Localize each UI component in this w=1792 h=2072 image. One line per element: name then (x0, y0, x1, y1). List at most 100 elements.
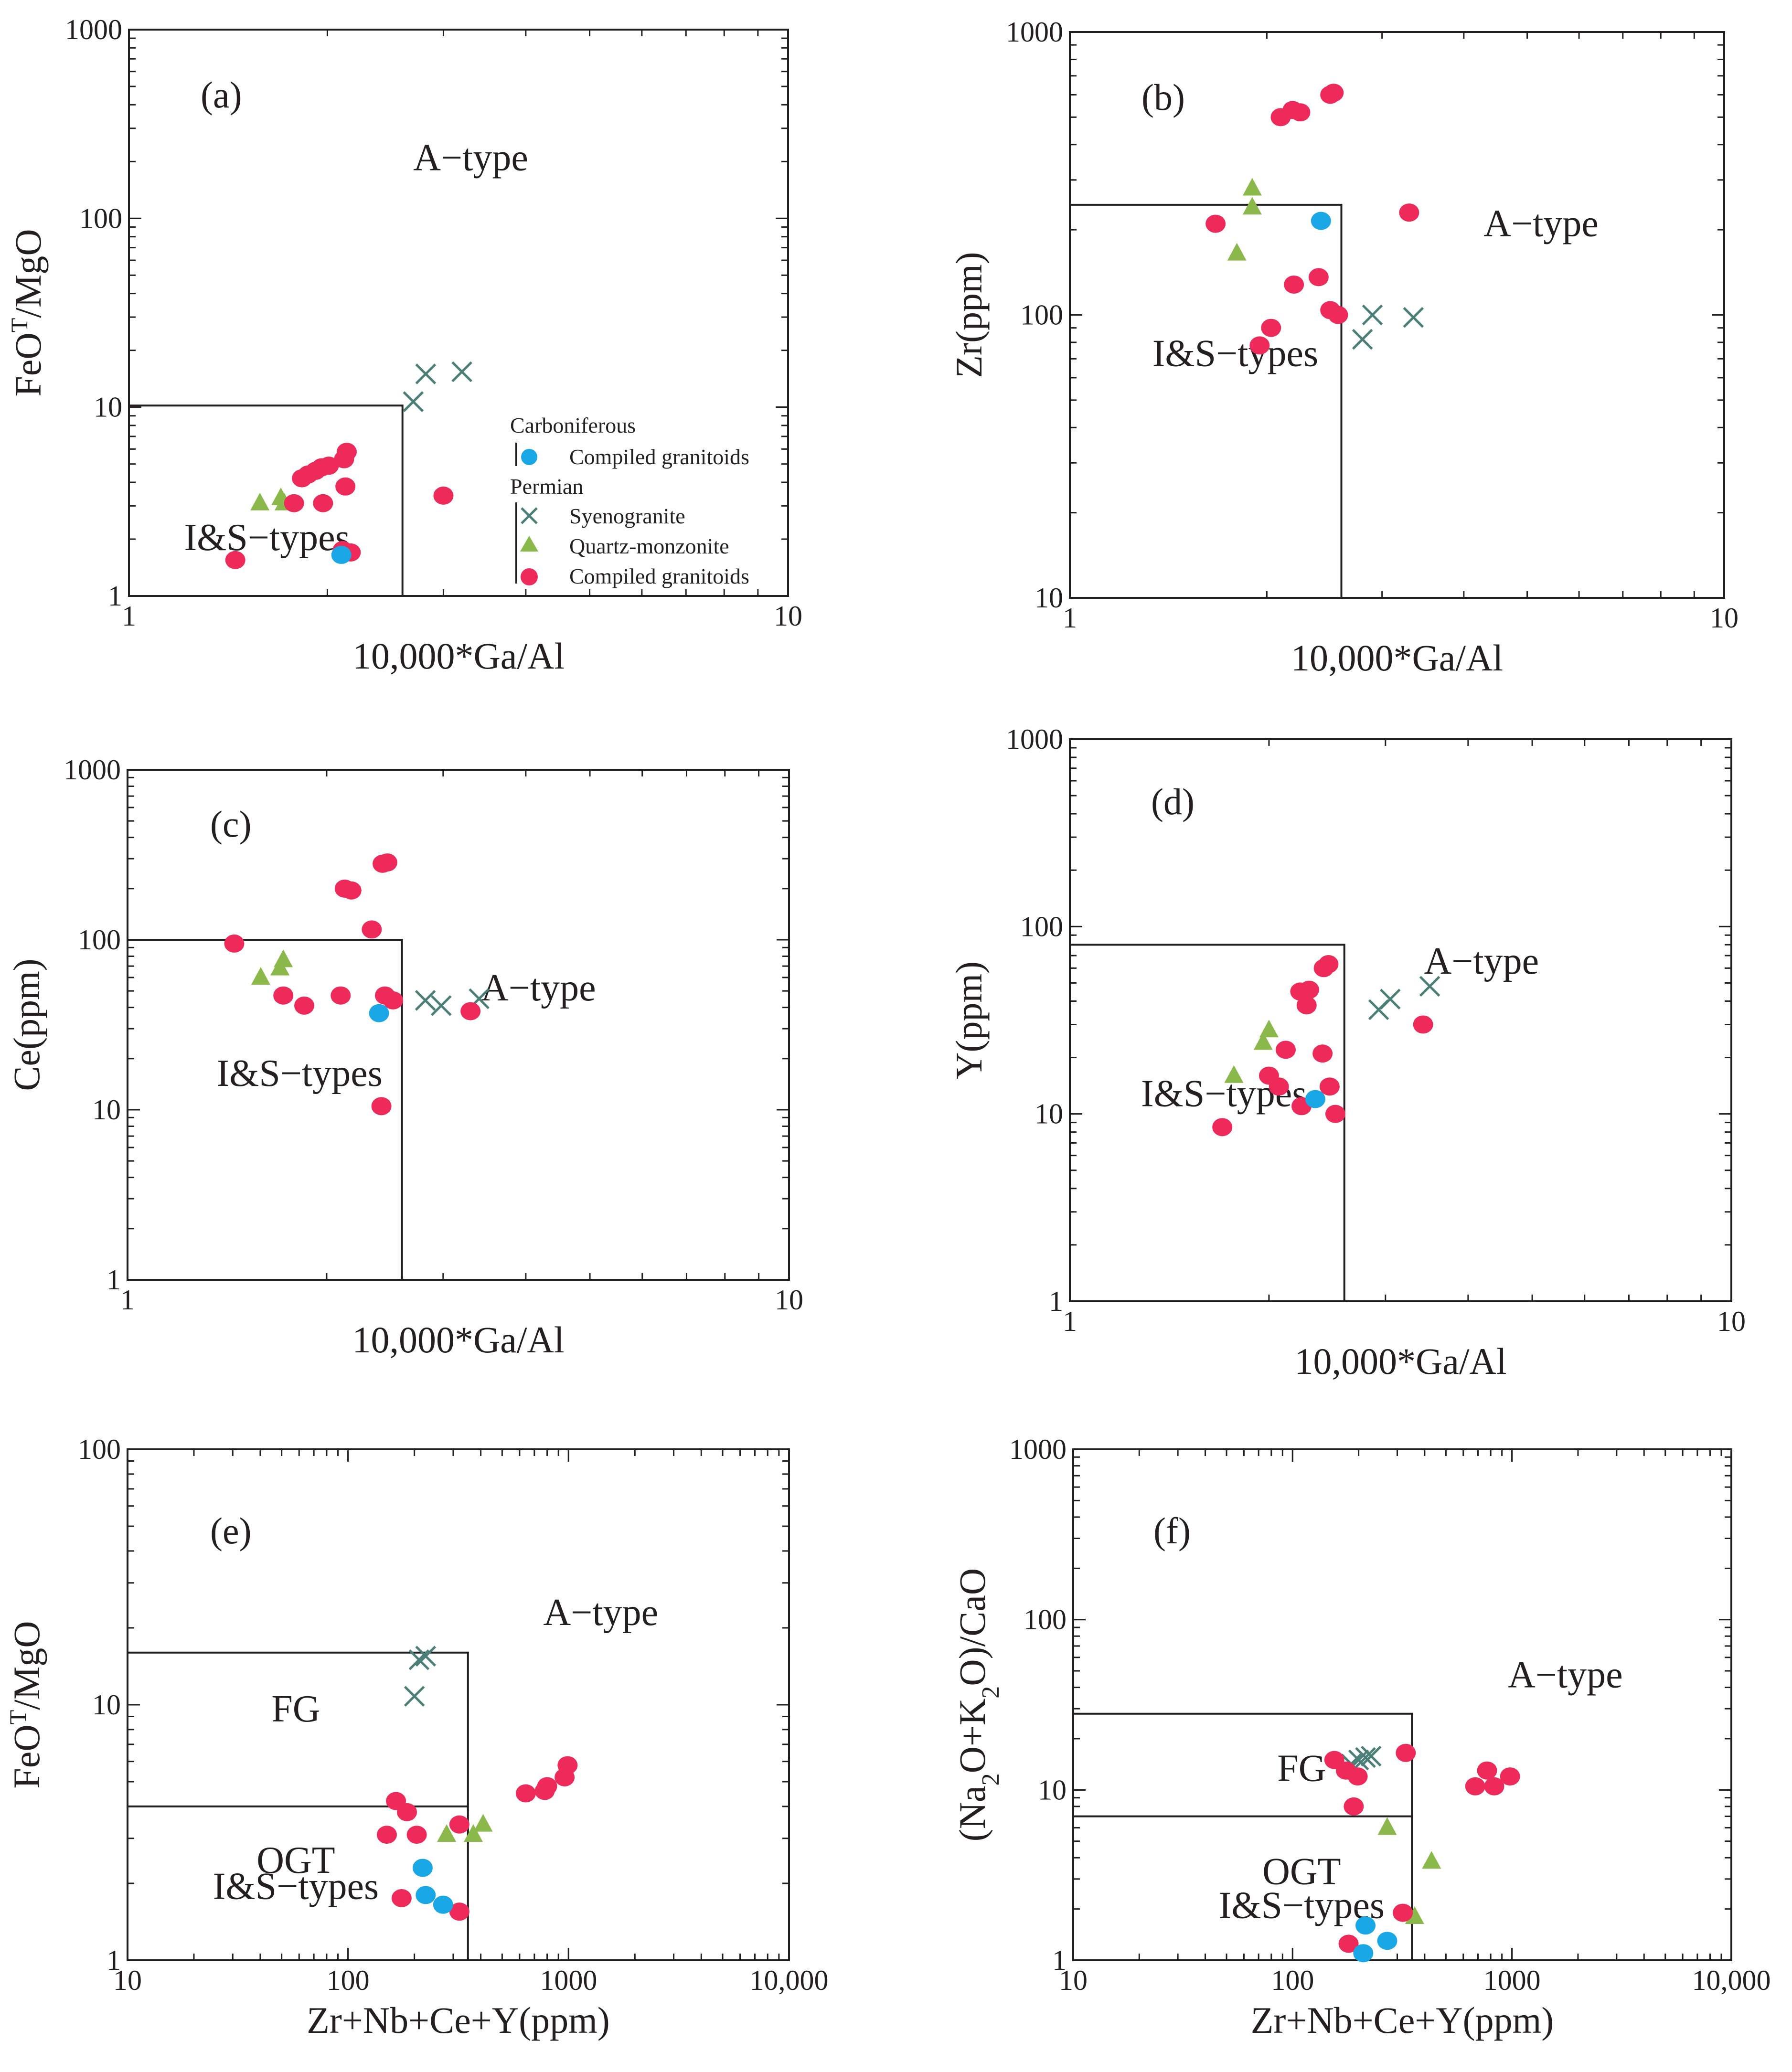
axis-ticks-b (1069, 31, 1725, 599)
y-tick-label-b: 10 (1035, 582, 1063, 614)
series-carboniferous-compiled-granitoids-e (412, 1859, 453, 1914)
legend-label-syenogranite: Syenogranite (569, 504, 685, 528)
y-tick-label-d: 10 (1035, 1098, 1063, 1130)
point-permian-compiled-granitoids (449, 1815, 469, 1834)
x-tick-label-f: 10,000 (1692, 1965, 1771, 1996)
field-label-i-s-types-f: I&S−types (1219, 1885, 1385, 1927)
point-permian-compiled-granitoids (1299, 980, 1319, 999)
point-permian-compiled-granitoids (331, 986, 351, 1005)
legend-label-quartz-monzonite: Quartz-monzonite (569, 534, 729, 558)
point-quartz-monzonite (437, 1824, 457, 1842)
field-boundary-f-0 (1073, 1712, 1413, 1960)
point-syenogranite (1355, 1747, 1376, 1768)
point-permian-compiled-granitoids (336, 443, 357, 461)
point-carboniferous-compiled-granitoids (331, 546, 352, 564)
point-permian-compiled-granitoids (1261, 319, 1281, 337)
point-permian-compiled-granitoids (1393, 1903, 1413, 1922)
point-permian-compiled-granitoids (1269, 1077, 1289, 1096)
x-tick-label-a: 10 (774, 600, 802, 632)
x-tick-label-c: 10 (775, 1284, 803, 1316)
y-tick-label-c: 10 (92, 1094, 121, 1126)
x-tick-label-f: 1000 (1483, 1965, 1541, 1996)
y-tick-label-a: 1000 (65, 14, 122, 45)
legend: Carboniferous Compiled granitoids Permia… (510, 413, 749, 588)
y-tick-label-a: 10 (94, 392, 122, 423)
field-label-i-s-types-e: I&S−types (213, 1865, 379, 1907)
axis-ticks-f (1072, 1448, 1732, 1961)
point-permian-compiled-granitoids (1275, 1041, 1296, 1059)
point-permian-compiled-granitoids (377, 853, 397, 872)
point-permian-compiled-granitoids (284, 494, 304, 512)
point-quartz-monzonite (1227, 243, 1247, 261)
x-tick-label-f: 100 (1271, 1965, 1314, 1996)
point-syenogranite (1403, 307, 1424, 328)
series-permian-compiled-granitoids-b (1205, 84, 1419, 355)
panels: 1 10110100100010,000*Ga/AlFeOT/MgO(a)A−ty… (4, 14, 1771, 2041)
point-permian-compiled-granitoids (397, 1803, 417, 1821)
point-quartz-monzonite (1242, 197, 1262, 215)
field-label-a-type-e: A−type (543, 1592, 658, 1634)
series-carboniferous-compiled-granitoids-d (1305, 1090, 1325, 1108)
x-tick-label-c: 1 (120, 1284, 135, 1316)
point-permian-compiled-granitoids (1212, 1118, 1233, 1137)
x-tick-label-e: 10,000 (750, 1965, 829, 1996)
y-tick-label-b: 100 (1020, 299, 1063, 331)
point-quartz-monzonite (274, 949, 293, 967)
point-permian-compiled-granitoids (449, 1902, 469, 1921)
y-tick-label-e: 1 (107, 1944, 121, 1976)
x-axis-title-e: Zr+Nb+Ce+Y(ppm) (307, 1999, 610, 2041)
point-quartz-monzonite (250, 492, 270, 510)
x-tick-label-b: 10 (1710, 602, 1739, 634)
chart-panel-f: 10 100 1000 10,0001101001000Zr+Nb+Ce+Y(ppm)… (951, 1434, 1771, 2041)
panel-label-a: (a) (201, 74, 242, 116)
point-syenogranite (408, 1649, 430, 1670)
point-permian-compiled-granitoids (391, 1889, 412, 1907)
y-axis-title-d: Y(ppm) (948, 961, 990, 1079)
point-permian-compiled-granitoids (273, 986, 294, 1005)
y-tick-label-f: 10 (1038, 1774, 1067, 1806)
point-quartz-monzonite (1405, 1906, 1424, 1924)
point-permian-compiled-granitoids (1477, 1761, 1497, 1780)
point-carboniferous-compiled-granitoids (1355, 1916, 1376, 1935)
series-quartz-monzonite-b (1227, 178, 1262, 261)
x-tick-label-e: 10 (113, 1965, 142, 1996)
x-tick-label-b: 1 (1063, 602, 1077, 634)
field-label-fg-f: FG (1277, 1747, 1326, 1789)
point-permian-compiled-granitoids (537, 1777, 557, 1796)
field-label-i-s-types-c: I&S−types (217, 1052, 383, 1094)
field-boundary-a-0 (129, 404, 404, 596)
point-permian-compiled-granitoids (1308, 268, 1329, 287)
axis-ticks-e (127, 1448, 790, 1961)
series-quartz-monzonite-f (1377, 1817, 1441, 1924)
point-permian-compiled-granitoids (433, 486, 454, 505)
point-syenogranite (415, 363, 437, 384)
field-label-a-type-f: A−type (1508, 1654, 1623, 1696)
axis-ticks-d (1069, 738, 1732, 1302)
x-axis-title-a: 10,000*Ga/Al (352, 635, 565, 677)
point-permian-compiled-granitoids (515, 1784, 536, 1803)
point-carboniferous-compiled-granitoids (1353, 1944, 1374, 1963)
point-permian-compiled-granitoids (1413, 1015, 1433, 1034)
legend-symbol-quartz-monzonite (520, 536, 538, 552)
legend-heading-carboniferous: Carboniferous (510, 413, 636, 437)
series-permian-compiled-granitoids-c (224, 853, 481, 1116)
series-permian-compiled-granitoids-f (1324, 1743, 1520, 1953)
point-carboniferous-compiled-granitoids (412, 1859, 433, 1877)
y-tick-label-f: 1 (1052, 1944, 1067, 1976)
y-tick-label-d: 1 (1049, 1286, 1063, 1317)
axis-ticks-c (127, 769, 790, 1281)
series-syenogranite-b (1352, 304, 1424, 350)
point-permian-compiled-granitoids (362, 920, 382, 939)
point-permian-compiled-granitoids (1205, 214, 1226, 233)
panel-label-e: (e) (210, 1510, 252, 1551)
field-boundary-d-0 (1070, 944, 1345, 1301)
point-permian-compiled-granitoids (1338, 1934, 1359, 1953)
point-permian-compiled-granitoids (294, 996, 315, 1015)
point-syenogranite (404, 1686, 425, 1707)
y-tick-label-c: 1 (107, 1264, 121, 1296)
point-carboniferous-compiled-granitoids (433, 1895, 453, 1914)
field-boundary-c-0 (128, 939, 403, 1280)
point-permian-compiled-granitoids (225, 551, 245, 569)
x-tick-label-a: 1 (122, 600, 136, 632)
field-label-i-s-types-b: I&S−types (1152, 332, 1318, 374)
